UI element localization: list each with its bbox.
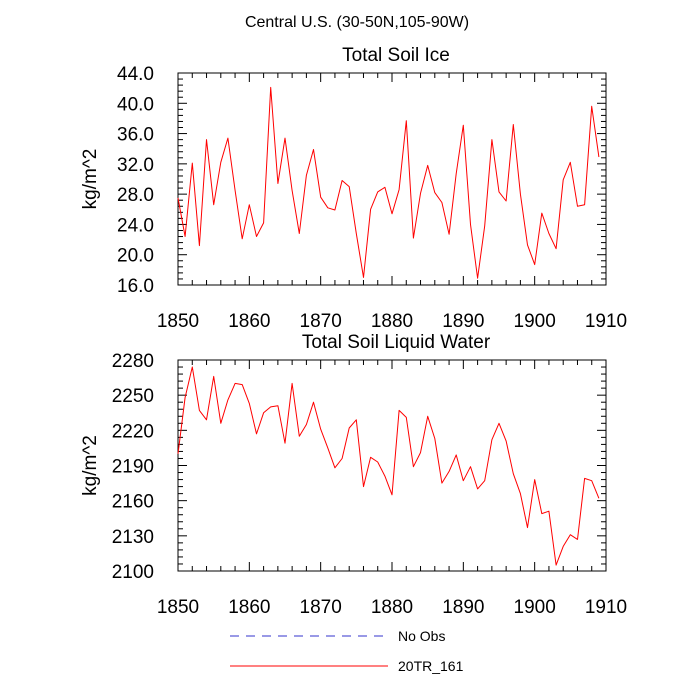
y-tick-label: 16.0	[117, 276, 154, 297]
x-tick-label: 1910	[585, 311, 627, 332]
y-tick-label: 2250	[112, 386, 154, 407]
x-tick-label: 1850	[157, 597, 199, 618]
x-tick-label: 1900	[514, 311, 556, 332]
legend: No Obs 20TR_161	[230, 628, 464, 674]
y-axis-label: kg/m^2	[80, 149, 101, 210]
x-tick-label: 1870	[300, 597, 342, 618]
y-tick-label: 28.0	[117, 185, 154, 206]
x-tick-label: 1880	[371, 597, 413, 618]
y-tick-label: 32.0	[117, 155, 154, 176]
y-tick-label: 2130	[112, 527, 154, 548]
plot-frame	[177, 359, 607, 572]
x-tick-label: 1910	[585, 597, 627, 618]
x-tick-label: 1870	[300, 311, 342, 332]
y-tick-label: 40.0	[117, 94, 154, 115]
chart-title: Total Soil Ice	[342, 45, 450, 66]
y-tick-label: 2220	[112, 421, 154, 442]
y-tick-label: 2280	[112, 351, 154, 372]
y-tick-label: 2160	[112, 492, 154, 513]
x-tick-label: 1860	[228, 311, 270, 332]
y-tick-label: 2190	[112, 457, 154, 478]
x-tick-label: 1880	[371, 311, 413, 332]
y-tick-label: 36.0	[117, 125, 154, 146]
plots: Total Soil Ice kg/m^2 1850 1860 1870 1880 1890…	[80, 45, 627, 618]
x-tick-label: 1900	[514, 597, 556, 618]
legend-label-2: 20TR_161	[398, 658, 464, 674]
y-tick-label: 24.0	[117, 215, 154, 236]
series-line-20TR_161	[177, 366, 600, 566]
x-tick-label: 1890	[442, 597, 484, 618]
y-tick-label: 2100	[112, 562, 154, 583]
x-tick-label: 1850	[157, 311, 199, 332]
x-tick-label: 1860	[228, 597, 270, 618]
plot-frame	[177, 72, 607, 286]
figure-title: Central U.S. (30-50N,105-90W)	[245, 14, 469, 31]
series-line-20TR_161	[177, 86, 600, 279]
y-axis-label: kg/m^2	[80, 435, 101, 496]
x-tick-label: 1890	[442, 311, 484, 332]
y-tick-label: 20.0	[117, 246, 154, 267]
chart-title: Total Soil Liquid Water	[302, 332, 491, 353]
chart-panel-2: Total Soil Liquid Water kg/m^2 1850 1860 187…	[80, 332, 627, 618]
chart-panel-1: Total Soil Ice kg/m^2 1850 1860 1870 1880 1890…	[80, 45, 627, 332]
y-tick-label: 44.0	[117, 64, 154, 85]
legend-label-1: No Obs	[398, 628, 445, 644]
